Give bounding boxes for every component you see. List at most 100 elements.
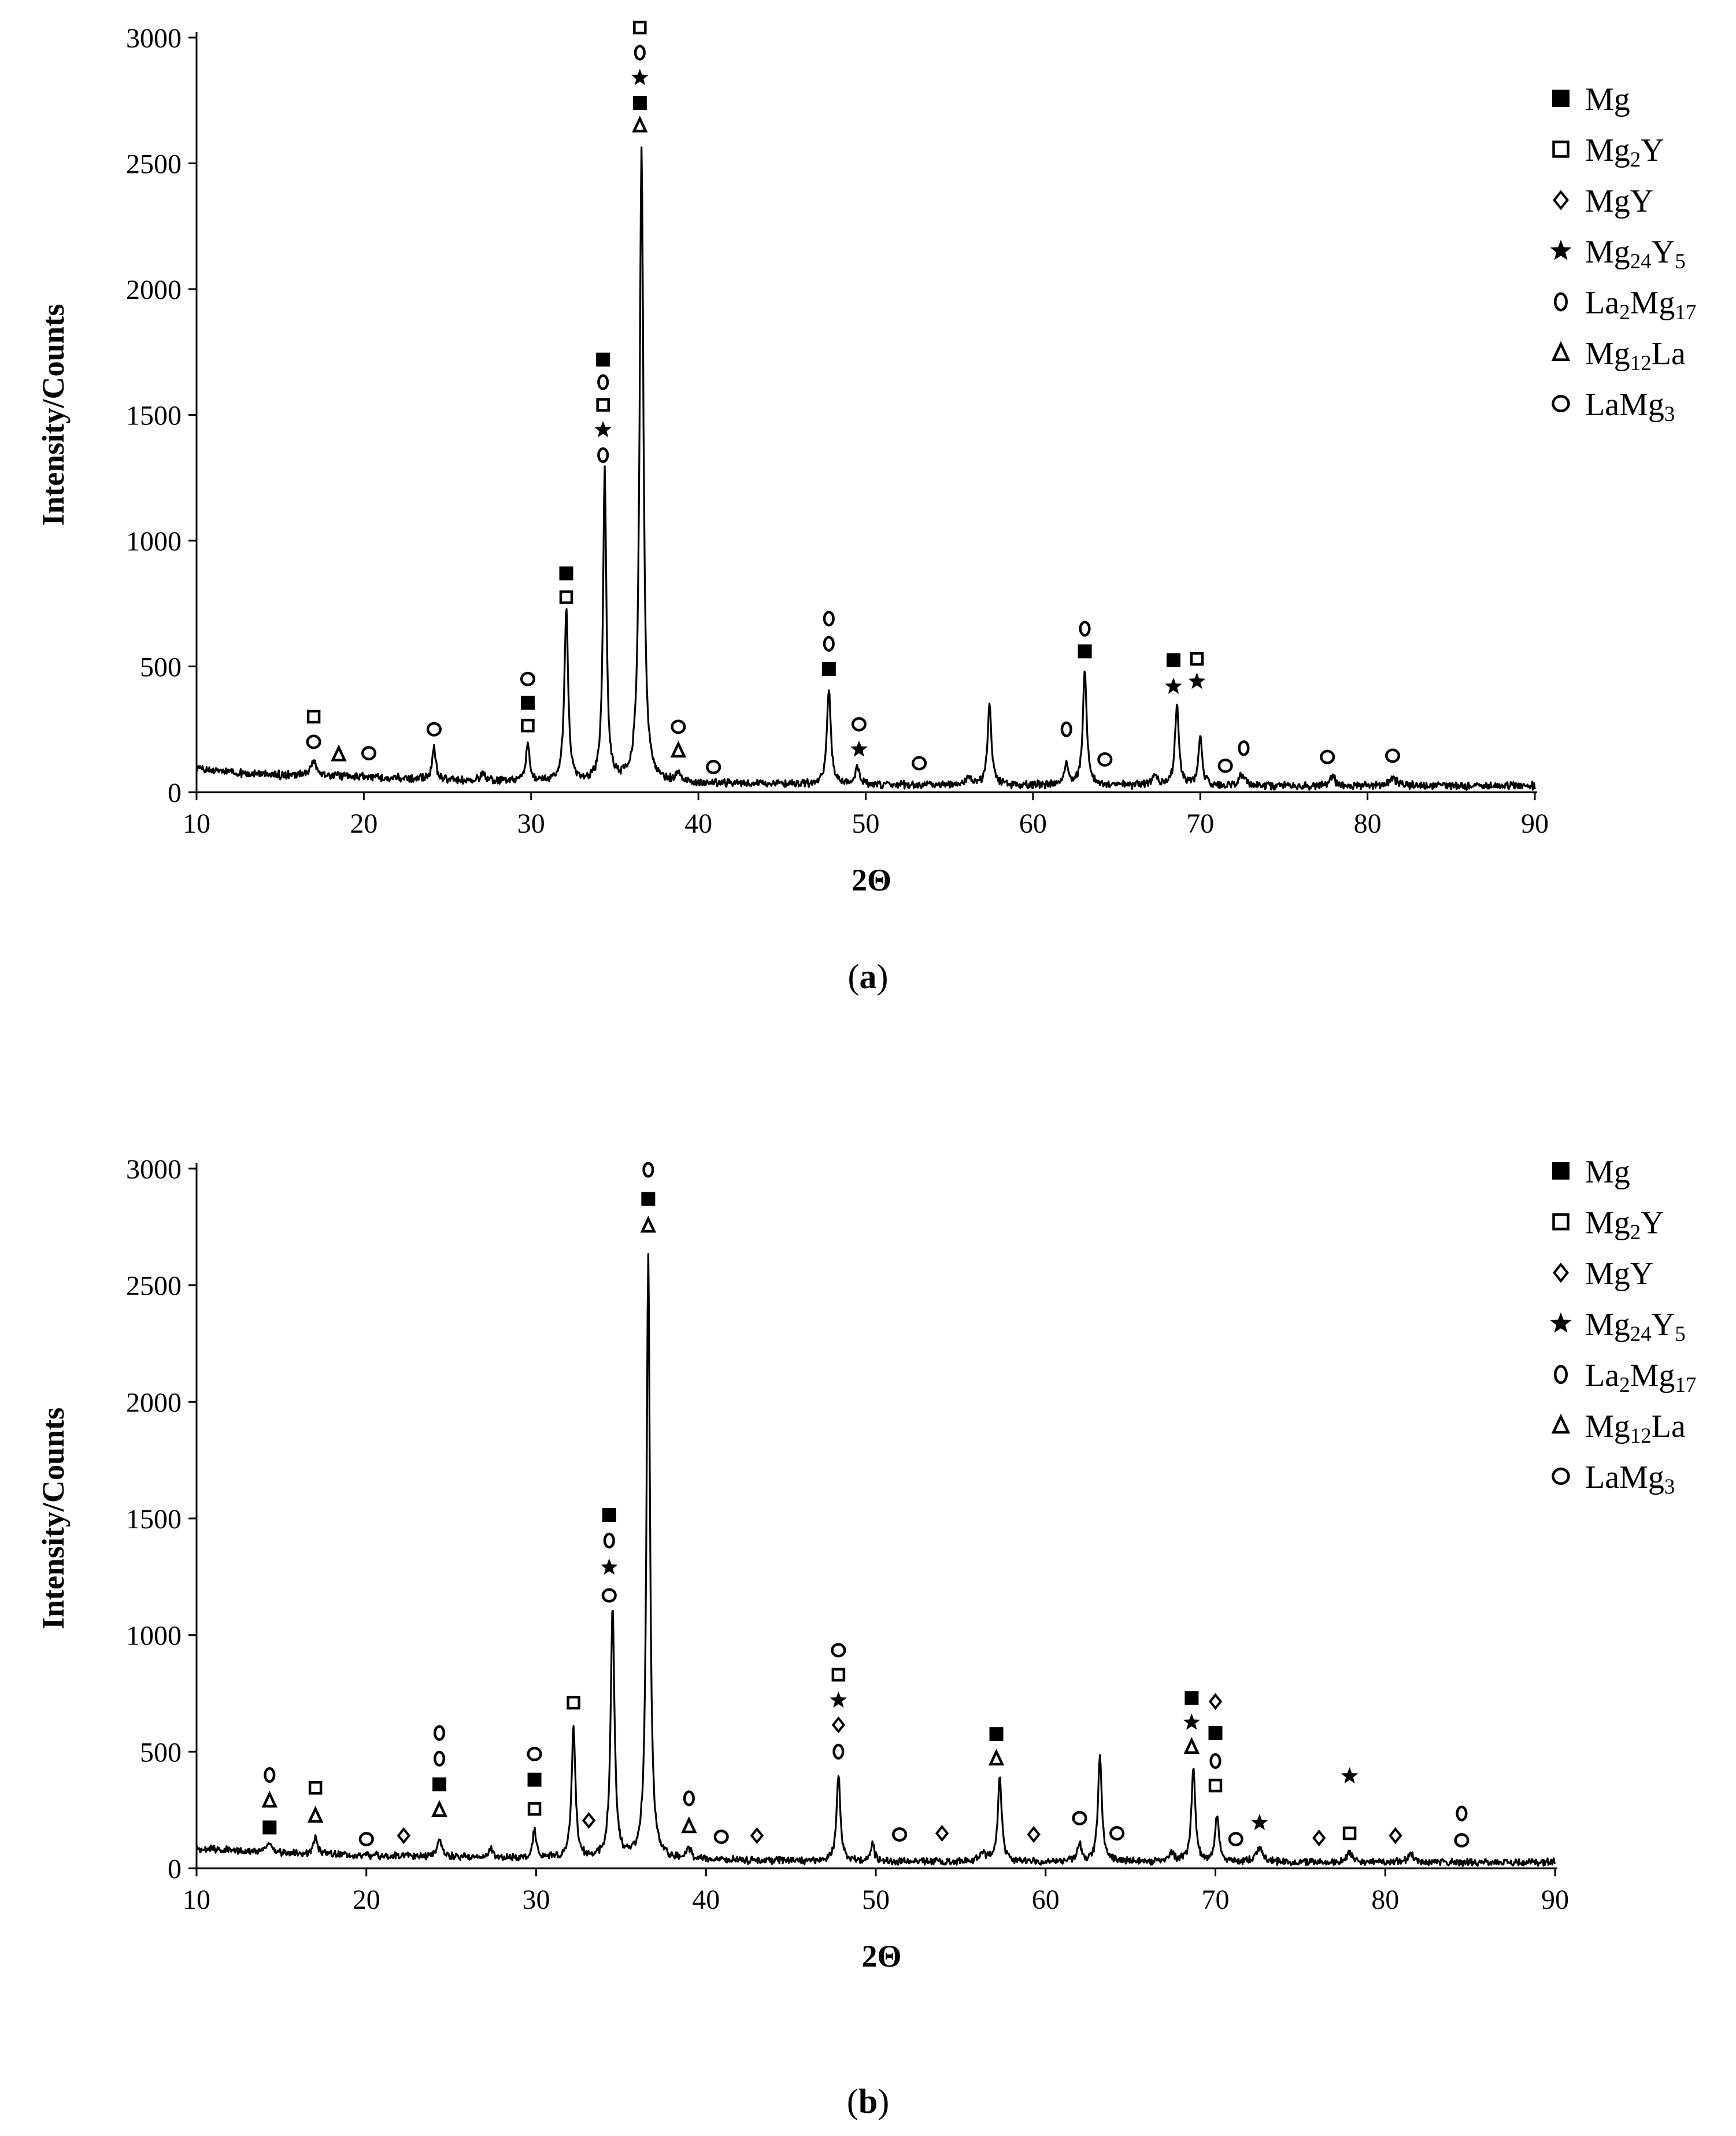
phase-marker-mgy	[935, 1824, 949, 1842]
x-tick-label: 50	[852, 808, 880, 839]
phase-marker-mg2y	[306, 709, 321, 724]
phase-marker-lamg3	[306, 734, 321, 749]
circle-icon	[1552, 1468, 1570, 1485]
phase-marker-mg12la	[681, 1816, 697, 1834]
phase-marker-mg12la	[261, 1790, 278, 1808]
phase-marker-lamg3	[601, 1588, 617, 1603]
phase-marker-la2mg17	[1456, 1805, 1468, 1821]
phase-marker-lamg3	[831, 1643, 846, 1658]
x-tick-label: 90	[1521, 808, 1549, 839]
xrd-trace	[195, 146, 1536, 791]
y-axis-title: Intensity/Counts	[36, 304, 71, 526]
y-tick-label: 3000	[126, 23, 182, 54]
phase-marker-mg	[641, 1192, 656, 1206]
legend-label-mg12la: Mg12La	[1585, 336, 1686, 375]
phase-marker-lamg3	[1097, 752, 1113, 767]
phase-marker-la2mg17	[1060, 721, 1072, 737]
y-tick-label: 1500	[126, 1504, 182, 1535]
x-tick-label: 60	[1019, 808, 1047, 839]
x-tick-label: 80	[1354, 808, 1382, 839]
legend-label-la2mg17: La2Mg17	[1585, 1358, 1696, 1396]
phase-marker-lamg3	[912, 756, 927, 771]
x-tick-label: 10	[183, 808, 210, 839]
phase-marker-lamg3	[706, 760, 721, 774]
phase-marker-lamg3	[1320, 749, 1335, 764]
y-tick-label: 2500	[126, 149, 182, 180]
phase-marker-la2mg17	[823, 635, 835, 652]
diamond-icon	[1553, 190, 1569, 210]
phase-marker-mg	[1166, 653, 1180, 667]
open-square-icon	[1552, 1213, 1570, 1230]
phase-marker-mg24y5	[830, 1691, 847, 1708]
phase-marker-lamg3	[1228, 1832, 1243, 1847]
phase-marker-mg24y5	[1188, 672, 1206, 689]
caption-b: (b)	[846, 2082, 890, 2120]
phase-marker-lamg3	[892, 1827, 908, 1842]
legend-label-la2mg17: La2Mg17	[1585, 285, 1696, 324]
xrd-chart-b: 0 500 1000 1500 2000 2500 3000 10 20 30 40 50 60 70 80…	[36, 1154, 1696, 1974]
phase-marker-mgy	[1389, 1827, 1402, 1845]
phase-marker-mg24y5	[1165, 677, 1182, 694]
phase-marker-lamg3	[527, 1746, 542, 1761]
phase-marker-la2mg17	[434, 1725, 446, 1741]
y-tick-label: 3000	[126, 1154, 182, 1185]
ellipse-icon	[1554, 292, 1568, 312]
x-tick-label: 10	[183, 1884, 210, 1915]
phase-marker-lamg3	[358, 1832, 374, 1847]
legend-label-mgy: MgY	[1585, 183, 1653, 219]
phase-marker-mgy	[582, 1812, 596, 1829]
phase-marker-lamg3	[671, 719, 686, 734]
x-tick-label: 40	[692, 1884, 720, 1915]
x-tick-label: 30	[523, 1884, 550, 1915]
phase-marker-mg	[520, 696, 535, 710]
xrd-chart-a: 0 500 1000 1500 2000 2500 3000 10 20 30 40 50 60 70 80…	[36, 20, 1696, 897]
ellipse-icon	[1554, 1365, 1568, 1384]
open-square-icon	[1552, 141, 1570, 158]
phase-marker-mg	[602, 1507, 616, 1522]
y-tick-label: 2500	[126, 1271, 182, 1302]
phase-marker-mg24y5	[1183, 1713, 1201, 1730]
x-tick-label: 20	[353, 1884, 380, 1915]
x-tick-label: 80	[1371, 1884, 1399, 1915]
phase-marker-mg	[262, 1820, 277, 1835]
triangle-icon	[1551, 341, 1571, 361]
phase-marker-mg2y	[831, 1668, 846, 1682]
phase-marker-mg2y	[567, 1695, 580, 1710]
phase-marker-mg12la	[988, 1749, 1005, 1766]
phase-marker-mg24y5	[601, 1558, 618, 1575]
xrd-trace	[195, 1253, 1556, 1868]
phase-marker-mg24y5	[1251, 1813, 1268, 1830]
phase-marker-la2mg17	[434, 1750, 446, 1767]
phase-marker-la2mg17	[823, 611, 835, 627]
phase-marker-mg2y	[559, 590, 573, 604]
phase-marker-lamg3	[713, 1830, 729, 1845]
phase-marker-mg	[596, 352, 610, 367]
y-tick-label: 500	[140, 1737, 182, 1768]
circle-icon	[1552, 395, 1570, 412]
phase-marker-lamg3	[1454, 1833, 1470, 1848]
x-tick-label: 20	[350, 808, 377, 839]
phase-marker-lamg3	[361, 746, 377, 761]
phase-marker-la2mg17	[642, 1162, 654, 1178]
phase-marker-mg12la	[331, 744, 347, 762]
phase-marker-lamg3	[520, 671, 536, 686]
phase-marker-lamg3	[1385, 748, 1401, 763]
phase-marker-la2mg17	[1079, 620, 1091, 637]
legend-label-mg24y5: Mg24Y5	[1585, 234, 1686, 273]
phase-marker-mg24y5	[850, 740, 868, 757]
phase-marker-mg24y5	[594, 421, 612, 438]
legend-label-mg2y: Mg2Y	[1585, 1205, 1664, 1244]
phase-marker-la2mg17	[1238, 740, 1250, 756]
phase-marker-mg2y	[1208, 1779, 1223, 1793]
phase-marker-mg	[821, 662, 836, 676]
phase-marker-mg12la	[1183, 1736, 1200, 1754]
phase-marker-la2mg17	[597, 447, 609, 463]
phase-marker-mg2y	[633, 20, 647, 35]
y-tick-label: 1000	[126, 526, 182, 557]
phase-marker-mg12la	[431, 1799, 447, 1817]
y-tick-label: 500	[140, 652, 182, 683]
phase-marker-mg2y	[521, 718, 535, 733]
caption-a: (a)	[847, 958, 889, 996]
legend-label-mg12la: Mg12La	[1585, 1409, 1686, 1447]
phase-marker-mg12la	[632, 115, 648, 133]
